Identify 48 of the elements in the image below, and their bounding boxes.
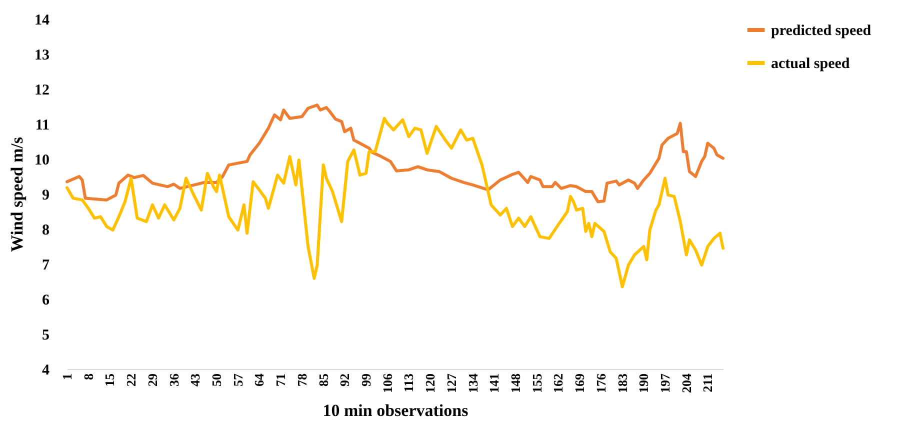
x-tick-label: 1 [60, 374, 74, 380]
x-tick-label: 43 [188, 373, 203, 386]
x-tick-label: 204 [678, 373, 694, 393]
legend-label: actual speed [771, 56, 850, 72]
y-tick-label: 5 [42, 328, 50, 344]
x-tick-label: 15 [102, 373, 118, 386]
y-tick-label: 14 [34, 12, 50, 28]
x-tick-label: 8 [80, 373, 96, 380]
x-tick-label: 57 [230, 373, 246, 386]
x-tick-label: 176 [593, 373, 608, 393]
x-tick-label: 71 [273, 374, 288, 386]
x-tick-label: 64 [252, 373, 267, 386]
x-tick-label: 92 [337, 374, 352, 386]
y-tick-label: 9 [42, 188, 50, 204]
x-tick-label: 211 [700, 374, 716, 392]
y-tick-label: 11 [35, 118, 50, 134]
x-tick-label: 155 [529, 373, 544, 393]
x-tick-label: 141 [486, 374, 502, 393]
y-axis-title: Wind speed m/s [8, 136, 26, 252]
x-tick-label: 50 [209, 374, 224, 386]
line-series [66, 104, 724, 204]
x-tick-label: 148 [508, 373, 524, 393]
x-tick-label: 29 [144, 373, 160, 386]
legend-label: predicted speed [771, 23, 872, 39]
x-axis-title: 10 min observations [322, 401, 469, 420]
x-tick-label: 183 [614, 373, 630, 393]
x-tick-label: 162 [550, 374, 566, 393]
x-tick-label: 113 [401, 373, 416, 392]
x-tick-label: 99 [358, 373, 374, 386]
y-tick-label: 12 [34, 82, 50, 98]
x-tick-label: 134 [465, 373, 480, 393]
y-tick-label: 10 [34, 152, 50, 168]
x-tick-label: 197 [658, 373, 673, 393]
x-tick-label: 190 [636, 374, 652, 393]
y-tick-label: 8 [42, 222, 50, 238]
x-tick-label: 106 [380, 373, 395, 393]
x-tick-label: 78 [294, 373, 310, 386]
x-tick-label: 120 [422, 374, 438, 393]
line-series [66, 116, 724, 288]
x-tick-label: 127 [444, 373, 459, 393]
x-tick-label: 36 [166, 373, 182, 386]
y-tick-label: 13 [34, 48, 50, 64]
x-tick-label: 85 [316, 373, 331, 386]
y-tick-label: 7 [42, 258, 50, 274]
x-tick-label: 22 [124, 374, 139, 386]
y-tick-label: 4 [42, 362, 50, 378]
y-tick-label: 6 [42, 292, 50, 308]
x-tick-label: 169 [572, 373, 588, 393]
